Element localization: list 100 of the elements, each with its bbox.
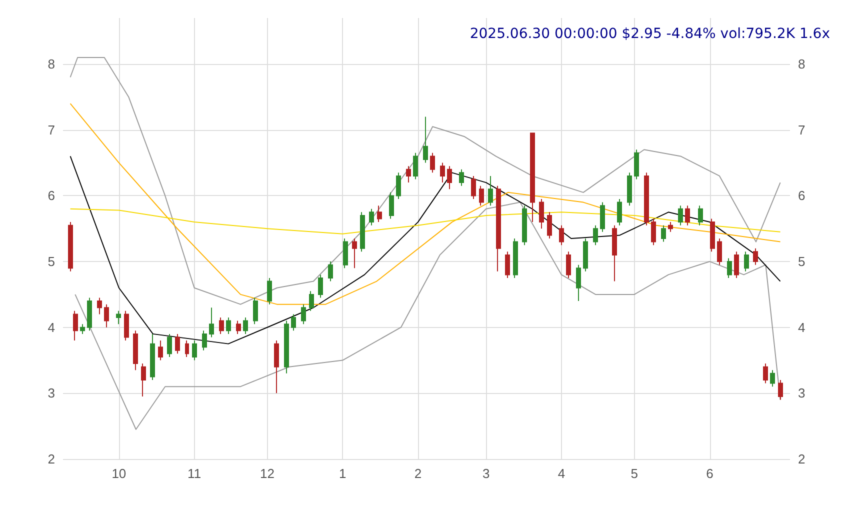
candlestick: [219, 316, 224, 334]
candlestick: [778, 380, 783, 400]
candlestick: [600, 202, 605, 232]
y2-tick-label: 4: [798, 320, 806, 335]
candlestick: [150, 333, 155, 381]
candlestick: [243, 316, 248, 334]
candlestick: [559, 224, 564, 246]
candlestick: [309, 290, 314, 312]
candlestick: [226, 316, 231, 334]
x-tick-label: 3: [482, 466, 490, 481]
candlestick: [80, 324, 85, 334]
candlestick: [612, 224, 617, 282]
candlestick: [406, 166, 411, 184]
y2-tick-label: 2: [798, 452, 806, 466]
candlestick: [566, 251, 571, 278]
candlestick: [396, 172, 401, 200]
candlestick: [698, 205, 703, 226]
candlestick: [158, 340, 163, 361]
candlestick: [530, 132, 535, 223]
y2-tick-label: 6: [798, 188, 806, 204]
candlestick: [505, 251, 510, 278]
candlestick: [617, 198, 622, 226]
candlestick: [440, 162, 445, 184]
y2-tick-label: 8: [798, 56, 806, 72]
candlestick: [727, 258, 732, 278]
candlestick: [459, 168, 464, 186]
candlestick: [634, 149, 639, 180]
candlestick: [576, 264, 581, 302]
candlestick: [627, 172, 632, 206]
candlestick: [124, 310, 129, 342]
x-tick-label: 11: [188, 466, 202, 481]
candlestick: [522, 205, 527, 246]
candlestick: [717, 238, 722, 266]
candlestick: [343, 238, 348, 269]
candlestick: [753, 248, 758, 266]
y-tick-label: 4: [48, 320, 55, 335]
candlestick: [284, 320, 289, 374]
candlestick: [539, 198, 544, 230]
candlestick: [175, 333, 180, 354]
x-tick-label: 4: [558, 466, 566, 481]
candlestick: [377, 205, 382, 223]
candlestick: [236, 320, 241, 334]
line-series: [70, 208, 781, 234]
line-series: [70, 156, 781, 344]
x-tick-label: 12: [260, 466, 274, 481]
candlestick: [413, 152, 418, 180]
candlestick: [318, 274, 323, 298]
y2-tick-label: 7: [798, 122, 806, 138]
candlestick: [133, 330, 138, 371]
candlestick: [167, 333, 172, 358]
candlestick: [496, 185, 501, 272]
candlestick: [185, 340, 189, 358]
candlestick: [471, 175, 476, 200]
line-series: [74, 202, 781, 430]
candlestick: [389, 192, 394, 220]
candlestick: [360, 212, 365, 252]
candlestick: [192, 340, 197, 361]
candlestick: [770, 370, 775, 388]
x-tick-label: 1: [339, 466, 346, 481]
candlestick: [87, 297, 92, 332]
candlestick: [644, 172, 649, 226]
candlestick: [547, 212, 552, 239]
candlestick: [202, 330, 207, 351]
x-tick-label: 6: [706, 466, 714, 481]
candlestick: [668, 222, 673, 232]
candlestick: [253, 297, 258, 325]
x-tick-label: 2: [414, 466, 422, 481]
y-tick-label: 3: [48, 386, 55, 401]
candlestick: [734, 251, 739, 278]
candlestick: [141, 363, 146, 397]
candlestick: [352, 238, 357, 269]
candlestick: [710, 218, 715, 252]
candlestick: [744, 251, 749, 272]
candlestick: [513, 238, 518, 278]
candlestick: [685, 205, 690, 226]
y2-tick-label: 3: [798, 386, 806, 401]
y2-tick-label: 5: [798, 254, 806, 270]
x-tick-label: 5: [630, 466, 638, 481]
y-tick-label: 2: [48, 452, 55, 466]
candlestick: [447, 166, 452, 190]
candlestick: [583, 238, 588, 272]
candlestick: [678, 205, 683, 226]
candlestick: [267, 277, 272, 305]
candlestick: [593, 224, 598, 246]
candlestick: [73, 310, 78, 342]
line-series: [70, 56, 781, 305]
candlestick: [291, 314, 296, 332]
y-tick-label: 8: [48, 56, 55, 72]
x-tick-label: 10: [112, 466, 126, 481]
candlestick: [651, 218, 656, 246]
candlestick: [430, 152, 435, 174]
candlestick: [116, 310, 121, 325]
y-tick-label: 7: [48, 122, 55, 138]
y-tick-label: 5: [48, 254, 55, 270]
candlestick: [369, 208, 374, 226]
candlestick: [301, 304, 306, 325]
candlestick: [328, 261, 333, 282]
candlestick: [423, 116, 428, 164]
text: 2025.06.30 00:00:00 $2.95 -4.84% vol:795.2K 1.6x: [470, 26, 830, 42]
y-tick-label: 6: [48, 188, 55, 204]
